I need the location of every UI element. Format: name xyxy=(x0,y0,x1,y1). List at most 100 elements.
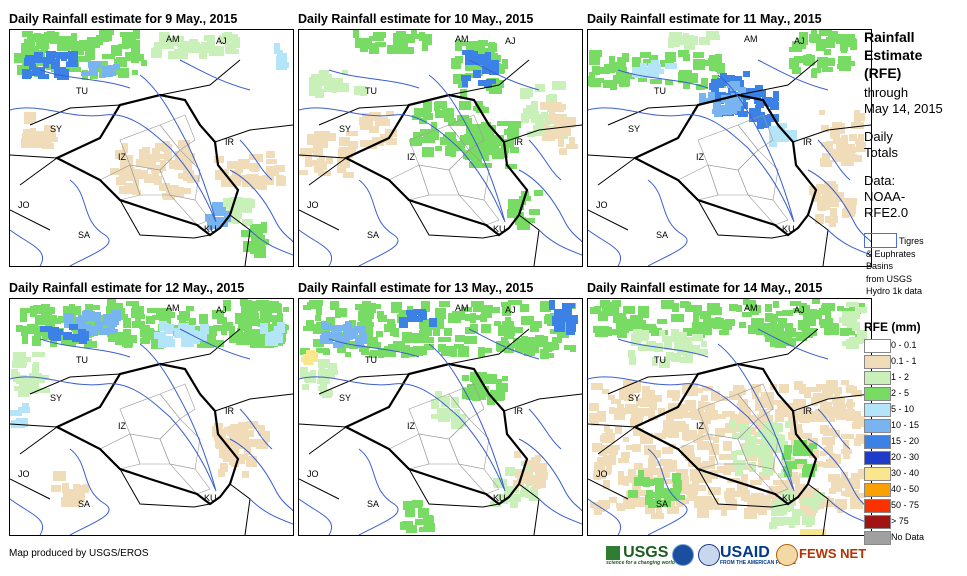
rainfall-cell xyxy=(122,342,133,347)
rainfall-cell xyxy=(821,125,829,132)
country-label-sy: SY xyxy=(339,393,351,403)
rainfall-cell xyxy=(510,147,519,153)
rainfall-cell xyxy=(141,60,147,66)
rainfall-cell xyxy=(30,34,39,42)
rainfall-cell xyxy=(151,48,157,58)
rainfall-cell xyxy=(713,108,725,114)
rainfall-cell xyxy=(800,433,812,439)
rainfall-cell xyxy=(647,71,659,78)
rainfall-cell xyxy=(834,397,845,408)
rainfall-cell xyxy=(531,117,539,123)
basin-line5: Hydro 1k data xyxy=(866,286,923,296)
rainfall-cell xyxy=(613,313,626,323)
rainfall-cell xyxy=(153,47,162,58)
rainfall-cell xyxy=(511,327,523,333)
rainfall-cell xyxy=(600,300,610,308)
rainfall-cell xyxy=(51,485,61,492)
rainfall-cell xyxy=(642,390,655,399)
rainfall-cell xyxy=(164,329,173,334)
rainfall-cell xyxy=(720,73,727,78)
rainfall-cell xyxy=(421,301,430,312)
rainfall-cell xyxy=(119,186,125,194)
rainfall-cell xyxy=(410,138,422,146)
rainfall-cell xyxy=(761,503,771,509)
rainfall-cell xyxy=(789,47,802,52)
rainfall-cell xyxy=(56,52,68,59)
basin-swatch xyxy=(864,233,897,248)
rainfall-cell xyxy=(560,311,572,322)
rainfall-cell xyxy=(462,388,475,399)
rainfall-cell xyxy=(326,157,333,164)
rainfall-cell xyxy=(22,133,31,143)
rainfall-cell xyxy=(507,128,519,139)
rainfall-cell xyxy=(494,321,501,326)
rainfall-cell xyxy=(688,384,698,389)
country-label-sa: SA xyxy=(656,499,668,509)
rainfall-cell xyxy=(830,149,839,155)
rainfall-cell xyxy=(343,324,351,335)
rainfall-cell xyxy=(540,301,551,312)
legend-swatch xyxy=(864,403,891,417)
rainfall-cell xyxy=(252,224,262,231)
country-label-sa: SA xyxy=(367,230,379,240)
sidebar-title-1: Rainfall xyxy=(864,29,915,45)
rainfall-cell xyxy=(510,499,518,508)
rainfall-cell xyxy=(73,484,80,494)
rainfall-cell xyxy=(811,191,821,202)
basin-line1: Tigres xyxy=(899,236,924,246)
rainfall-cell xyxy=(778,441,788,448)
rainfall-cell xyxy=(685,36,698,45)
rainfall-cell xyxy=(493,152,502,159)
rainfall-cell xyxy=(90,329,98,336)
rainfall-cell xyxy=(361,346,369,355)
rainfall-cell xyxy=(243,241,255,252)
rainfall-cell xyxy=(662,447,673,454)
iraq-border xyxy=(343,93,529,237)
rainfall-cell xyxy=(556,104,564,112)
rainfall-cell xyxy=(27,324,38,334)
rainfall-cell xyxy=(770,423,783,432)
rainfall-cell xyxy=(272,170,279,176)
rainfall-cell xyxy=(735,491,747,497)
rainfall-cell xyxy=(841,152,854,158)
sidebar-through: through xyxy=(864,85,909,100)
rainfall-cell xyxy=(550,113,556,122)
rainfall-cell xyxy=(473,381,483,387)
rainfall-cell xyxy=(644,480,654,486)
country-border xyxy=(10,154,58,159)
country-border xyxy=(448,328,530,365)
rainfall-cell xyxy=(487,397,495,405)
rainfall-cell xyxy=(34,326,42,336)
rainfall-cell xyxy=(30,376,39,381)
rainfall-cell xyxy=(790,133,797,141)
rainfall-cell xyxy=(467,384,474,393)
rainfall-cell xyxy=(113,68,122,75)
rainfall-cell xyxy=(160,336,173,347)
rainfall-cell xyxy=(174,161,186,170)
rainfall-cell xyxy=(807,411,819,419)
rainfall-cell xyxy=(536,118,545,123)
rainfall-cell xyxy=(180,313,190,321)
rainfall-cell xyxy=(315,315,321,321)
rainfall-cell xyxy=(676,335,683,343)
rainfall-cell xyxy=(754,112,765,122)
rainfall-cell xyxy=(804,387,811,398)
rainfall-cell xyxy=(24,39,35,46)
rainfall-cell xyxy=(168,312,175,318)
map-svg: AM AJ TU SY IZ IR JO SA KU xyxy=(299,300,582,535)
rainfall-cell xyxy=(685,302,691,312)
rainfall-cell xyxy=(478,140,489,150)
rainfall-cell xyxy=(435,391,442,401)
rainfall-cell xyxy=(536,465,546,471)
rainfall-cell xyxy=(448,313,461,323)
rainfall-cell xyxy=(333,342,344,348)
rainfall-cell xyxy=(692,322,704,332)
rainfall-cell xyxy=(450,346,457,357)
rainfall-cell xyxy=(678,481,689,492)
rainfall-cell xyxy=(698,427,709,434)
rainfall-cell xyxy=(656,504,662,514)
rainfall-cell xyxy=(791,411,802,416)
rainfall-cell xyxy=(782,517,793,525)
rainfall-cell xyxy=(755,400,761,411)
province-boundary xyxy=(737,114,774,151)
